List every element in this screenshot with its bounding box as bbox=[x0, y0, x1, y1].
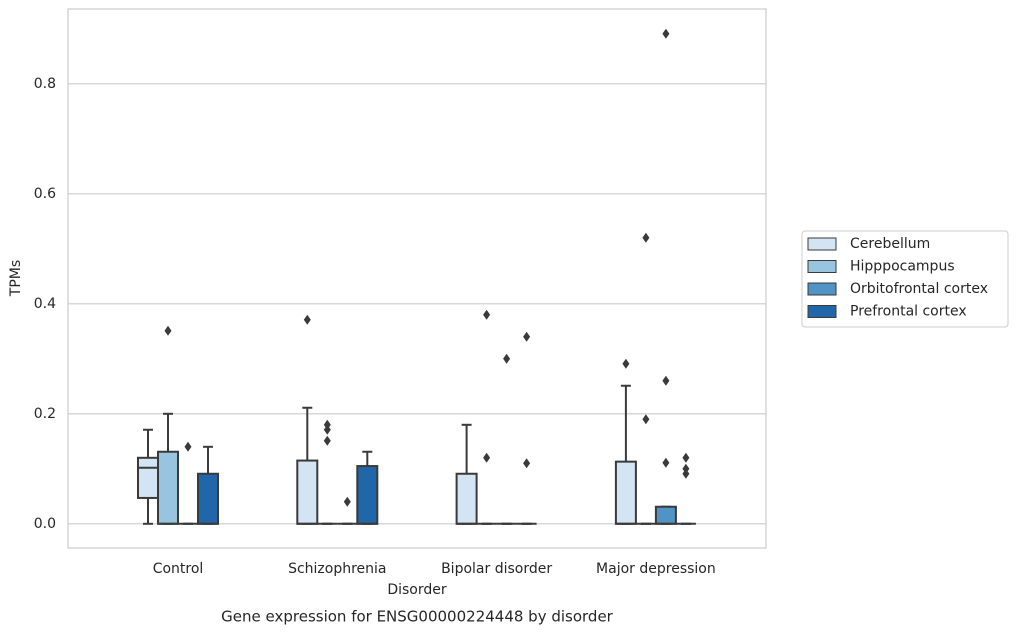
y-tick-label: 0.6 bbox=[34, 186, 56, 202]
legend-label: Cerebellum bbox=[850, 236, 930, 252]
box bbox=[614, 460, 637, 525]
outlier bbox=[343, 496, 351, 507]
y-tick-label: 0.4 bbox=[34, 296, 56, 312]
outlier bbox=[682, 452, 690, 463]
outlier bbox=[503, 353, 511, 364]
outlier bbox=[642, 414, 650, 425]
x-axis-label: Disorder bbox=[387, 582, 447, 598]
x-tick-label: Major depression bbox=[596, 561, 716, 577]
box bbox=[197, 472, 219, 525]
x-tick-label: Control bbox=[153, 561, 204, 577]
outlier bbox=[323, 424, 331, 435]
outlier bbox=[523, 458, 531, 469]
outlier bbox=[483, 309, 491, 320]
y-tick-label: 0.8 bbox=[34, 76, 56, 92]
outlier bbox=[184, 441, 192, 452]
box bbox=[137, 456, 159, 499]
box bbox=[356, 465, 379, 525]
outlier bbox=[642, 232, 650, 243]
outlier bbox=[303, 314, 311, 325]
outlier bbox=[164, 325, 172, 336]
box bbox=[157, 450, 179, 525]
box bbox=[455, 472, 478, 525]
legend-swatch bbox=[807, 305, 837, 318]
box bbox=[296, 459, 319, 525]
y-tick-label: 0.2 bbox=[34, 406, 56, 422]
legend-label: Orbitofrontal cortex bbox=[850, 281, 988, 297]
y-tick-label: 0.0 bbox=[34, 516, 56, 532]
y-axis-label: TPMs bbox=[8, 260, 24, 297]
legend-swatch bbox=[807, 260, 837, 273]
outlier bbox=[662, 375, 670, 386]
box bbox=[654, 505, 677, 525]
x-tick-label: Schizophrenia bbox=[288, 561, 386, 577]
outlier bbox=[622, 358, 630, 369]
plot-frame bbox=[67, 8, 767, 549]
legend bbox=[801, 230, 1009, 328]
chart-title: Gene expression for ENSG00000224448 by d… bbox=[221, 608, 614, 626]
x-tick-label: Bipolar disorder bbox=[441, 561, 552, 577]
legend-label: Prefrontal cortex bbox=[850, 304, 967, 320]
outlier bbox=[483, 452, 491, 463]
outlier bbox=[662, 457, 670, 468]
outlier bbox=[523, 331, 531, 342]
outlier bbox=[323, 435, 331, 446]
legend-label: Hipppocampus bbox=[850, 259, 955, 275]
outlier bbox=[662, 28, 670, 39]
legend-swatch bbox=[807, 237, 837, 251]
outlier bbox=[682, 468, 690, 479]
legend-swatch bbox=[807, 282, 837, 296]
